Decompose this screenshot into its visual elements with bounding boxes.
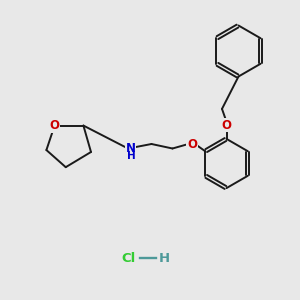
Text: O: O bbox=[187, 137, 197, 151]
Text: Cl: Cl bbox=[122, 251, 136, 265]
Text: O: O bbox=[50, 119, 60, 132]
Text: H: H bbox=[159, 251, 170, 265]
Text: H: H bbox=[127, 151, 136, 161]
Text: O: O bbox=[221, 119, 232, 132]
Text: N: N bbox=[125, 142, 136, 155]
